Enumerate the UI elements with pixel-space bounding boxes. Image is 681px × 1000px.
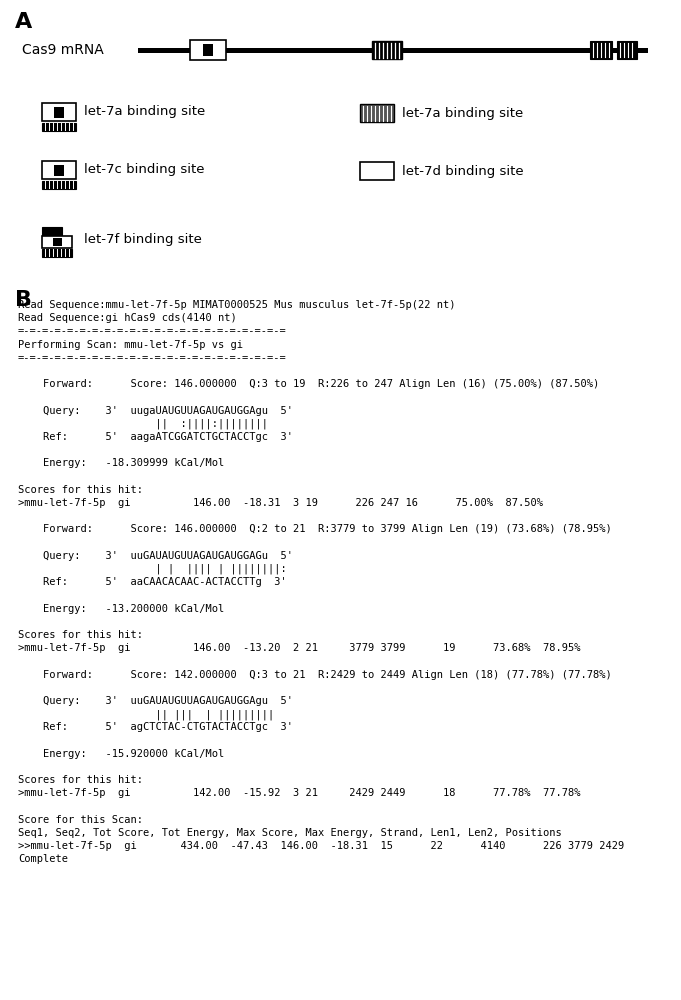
Text: Ref:      5'  agCTCTAC-CTGTACTACCTgc  3': Ref: 5' agCTCTAC-CTGTACTACCTgc 3' (18, 722, 293, 732)
Text: A: A (15, 12, 32, 32)
Text: Energy:   -18.309999 kCal/Mol: Energy: -18.309999 kCal/Mol (18, 458, 224, 468)
Bar (590, 41, 612, 59)
Text: Read Sequence:gi hCas9 cds(4140 nt): Read Sequence:gi hCas9 cds(4140 nt) (18, 313, 237, 323)
Text: =-=-=-=-=-=-=-=-=-=-=-=-=-=-=-=-=-=-=-=-=-=: =-=-=-=-=-=-=-=-=-=-=-=-=-=-=-=-=-=-=-=-… (18, 353, 287, 363)
Text: Forward:      Score: 142.000000  Q:3 to 21  R:2429 to 2449 Align Len (18) (77.78: Forward: Score: 142.000000 Q:3 to 21 R:2… (18, 670, 612, 680)
Bar (617, 41, 637, 59)
Text: Forward:      Score: 146.000000  Q:2 to 21  R:3779 to 3799 Align Len (19) (73.68: Forward: Score: 146.000000 Q:2 to 21 R:3… (18, 524, 612, 534)
Text: let-7a binding site: let-7a binding site (402, 106, 523, 119)
Bar (42, 236, 72, 248)
Text: Scores for this hit:: Scores for this hit: (18, 775, 143, 785)
Text: let-7c binding site: let-7c binding site (84, 163, 204, 176)
Bar (360, 104, 394, 122)
Bar (360, 162, 394, 180)
Text: Cas9 mRNA: Cas9 mRNA (22, 43, 104, 57)
Text: let-7f binding site: let-7f binding site (84, 233, 202, 246)
Text: Query:    3'  uuGAUAUGUUAGAUGAUGGAGu  5': Query: 3' uuGAUAUGUUAGAUGAUGGAGu 5' (18, 551, 293, 561)
Text: =-=-=-=-=-=-=-=-=-=-=-=-=-=-=-=-=-=-=-=-=-=: =-=-=-=-=-=-=-=-=-=-=-=-=-=-=-=-=-=-=-=-… (18, 326, 287, 336)
Bar (52, 238, 61, 246)
Text: Scores for this hit:: Scores for this hit: (18, 630, 143, 640)
Text: >mmu-let-7f-5p  gi          146.00  -18.31  3 19      226 247 16      75.00%  87: >mmu-let-7f-5p gi 146.00 -18.31 3 19 226… (18, 498, 543, 508)
Text: >mmu-let-7f-5p  gi          142.00  -15.92  3 21     2429 2449      18      77.7: >mmu-let-7f-5p gi 142.00 -15.92 3 21 242… (18, 788, 580, 798)
Bar (372, 41, 402, 59)
Bar (42, 123, 76, 131)
Text: Performing Scan: mmu-let-7f-5p vs gi: Performing Scan: mmu-let-7f-5p vs gi (18, 340, 243, 350)
Text: Energy:   -13.200000 kCal/Mol: Energy: -13.200000 kCal/Mol (18, 604, 224, 614)
Text: Query:    3'  uugaUAUGUUAGAUGAUGGAgu  5': Query: 3' uugaUAUGUUAGAUGAUGGAgu 5' (18, 406, 293, 416)
Text: let-7a binding site: let-7a binding site (84, 105, 205, 118)
Text: >mmu-let-7f-5p  gi          146.00  -13.20  2 21     3779 3799      19      73.6: >mmu-let-7f-5p gi 146.00 -13.20 2 21 377… (18, 643, 580, 653)
Text: Seq1, Seq2, Tot Score, Tot Energy, Max Score, Max Energy, Strand, Len1, Len2, Po: Seq1, Seq2, Tot Score, Tot Energy, Max S… (18, 828, 562, 838)
Text: let-7d binding site: let-7d binding site (402, 164, 524, 178)
Bar (54, 106, 64, 117)
Bar (42, 227, 61, 237)
Bar (138, 47, 648, 52)
Text: Complete: Complete (18, 854, 68, 864)
Bar (203, 44, 213, 56)
Text: Forward:      Score: 146.000000  Q:3 to 19  R:226 to 247 Align Len (16) (75.00%): Forward: Score: 146.000000 Q:3 to 19 R:2… (18, 379, 599, 389)
Text: >>mmu-let-7f-5p  gi       434.00  -47.43  146.00  -18.31  15      22      4140  : >>mmu-let-7f-5p gi 434.00 -47.43 146.00 … (18, 841, 624, 851)
Bar (190, 40, 226, 60)
Text: Scores for this hit:: Scores for this hit: (18, 485, 143, 495)
Bar (42, 103, 76, 121)
Text: Score for this Scan:: Score for this Scan: (18, 815, 143, 825)
Text: Query:    3'  uuGAUAUGUUAGAUGAUGGAgu  5': Query: 3' uuGAUAUGUUAGAUGAUGGAgu 5' (18, 696, 293, 706)
Text: Energy:   -15.920000 kCal/Mol: Energy: -15.920000 kCal/Mol (18, 749, 224, 759)
Bar (42, 181, 76, 189)
Bar (42, 161, 76, 179)
Text: Ref:      5'  aagaATCGGATCTGCTACCTgc  3': Ref: 5' aagaATCGGATCTGCTACCTgc 3' (18, 432, 293, 442)
Text: || |||  | |||||||||: || ||| | ||||||||| (18, 709, 274, 720)
Text: | |  |||| | ||||||||:: | | |||| | ||||||||: (18, 564, 287, 574)
Text: Ref:      5'  aaCAACACAAC-ACTACCTTg  3': Ref: 5' aaCAACACAAC-ACTACCTTg 3' (18, 577, 287, 587)
Text: Read Sequence:mmu-let-7f-5p MIMAT0000525 Mus musculus let-7f-5p(22 nt): Read Sequence:mmu-let-7f-5p MIMAT0000525… (18, 300, 456, 310)
Bar (54, 164, 64, 176)
Bar (42, 249, 72, 257)
Text: B: B (15, 290, 32, 310)
Text: ||  :||||:||||||||: || :||||:|||||||| (18, 419, 268, 429)
